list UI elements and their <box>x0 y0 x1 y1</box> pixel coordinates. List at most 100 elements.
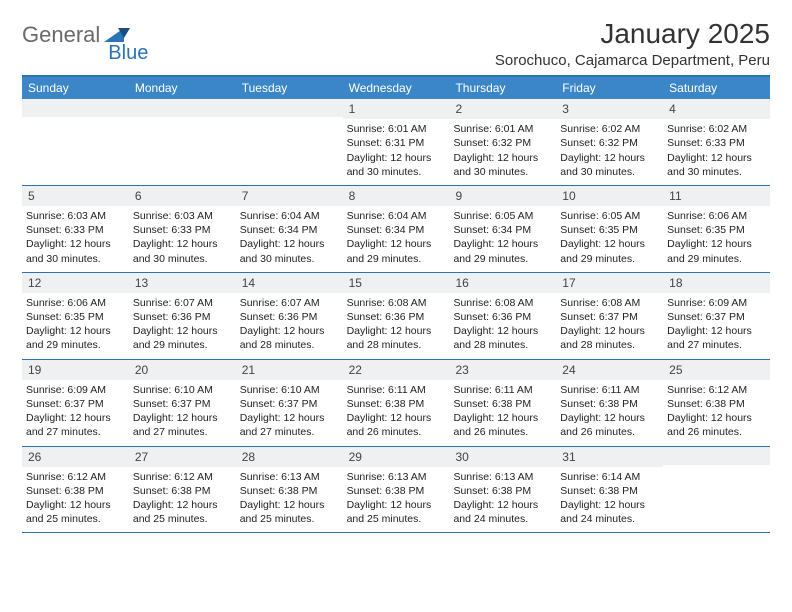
sunset-text: Sunset: 6:36 PM <box>133 310 232 324</box>
sunrise-text: Sunrise: 6:14 AM <box>560 470 659 484</box>
day-number: 22 <box>343 360 450 380</box>
day-cell: 31Sunrise: 6:14 AMSunset: 6:38 PMDayligh… <box>556 447 663 533</box>
sunrise-text: Sunrise: 6:09 AM <box>26 383 125 397</box>
sunset-text: Sunset: 6:31 PM <box>347 136 446 150</box>
sunrise-text: Sunrise: 6:13 AM <box>453 470 552 484</box>
day-cell: 5Sunrise: 6:03 AMSunset: 6:33 PMDaylight… <box>22 186 129 272</box>
sunrise-text: Sunrise: 6:01 AM <box>347 122 446 136</box>
sunrise-text: Sunrise: 6:08 AM <box>347 296 446 310</box>
day-number: 27 <box>129 447 236 467</box>
day-cell <box>663 447 770 533</box>
daylight-text: Daylight: 12 hours and 24 minutes. <box>453 498 552 526</box>
weekday-header: Thursday <box>449 77 556 99</box>
sunrise-text: Sunrise: 6:12 AM <box>26 470 125 484</box>
sunrise-text: Sunrise: 6:08 AM <box>453 296 552 310</box>
brand-logo: General Blue <box>22 18 148 65</box>
weekday-header: Friday <box>556 77 663 99</box>
sunrise-text: Sunrise: 6:06 AM <box>667 209 766 223</box>
day-cell: 18Sunrise: 6:09 AMSunset: 6:37 PMDayligh… <box>663 273 770 359</box>
daylight-text: Daylight: 12 hours and 29 minutes. <box>26 324 125 352</box>
day-cell: 22Sunrise: 6:11 AMSunset: 6:38 PMDayligh… <box>343 360 450 446</box>
weekday-header: Wednesday <box>343 77 450 99</box>
daylight-text: Daylight: 12 hours and 24 minutes. <box>560 498 659 526</box>
weekday-header: Tuesday <box>236 77 343 99</box>
day-cell: 29Sunrise: 6:13 AMSunset: 6:38 PMDayligh… <box>343 447 450 533</box>
sunrise-text: Sunrise: 6:10 AM <box>133 383 232 397</box>
daylight-text: Daylight: 12 hours and 25 minutes. <box>347 498 446 526</box>
daylight-text: Daylight: 12 hours and 29 minutes. <box>560 237 659 265</box>
sunrise-text: Sunrise: 6:02 AM <box>560 122 659 136</box>
sunrise-text: Sunrise: 6:04 AM <box>240 209 339 223</box>
day-cell: 20Sunrise: 6:10 AMSunset: 6:37 PMDayligh… <box>129 360 236 446</box>
day-number: 13 <box>129 273 236 293</box>
day-cell <box>236 99 343 185</box>
day-cell: 16Sunrise: 6:08 AMSunset: 6:36 PMDayligh… <box>449 273 556 359</box>
month-title: January 2025 <box>495 18 770 50</box>
calendar-page: General Blue January 2025 Sorochuco, Caj… <box>0 0 792 545</box>
day-cell: 15 Sunrise: 6:08 AMSunset: 6:36 PMDayligh… <box>343 273 450 359</box>
sunrise-text: Sunrise: 6:03 AM <box>133 209 232 223</box>
daylight-text: Daylight: 12 hours and 28 minutes. <box>453 324 552 352</box>
sunset-text: Sunset: 6:36 PM <box>240 310 339 324</box>
sunset-text: Sunset: 6:38 PM <box>667 397 766 411</box>
sunset-text: Sunset: 6:33 PM <box>133 223 232 237</box>
brand-part2: Blue <box>108 42 148 65</box>
day-number: 15 <box>343 273 450 293</box>
daylight-text: Daylight: 12 hours and 27 minutes. <box>26 411 125 439</box>
daylight-text: Daylight: 12 hours and 30 minutes. <box>26 237 125 265</box>
sunrise-text: Sunrise: 6:13 AM <box>240 470 339 484</box>
week-row: 1Sunrise: 6:01 AMSunset: 6:31 PMDaylight… <box>22 99 770 186</box>
day-cell: 9Sunrise: 6:05 AMSunset: 6:34 PMDaylight… <box>449 186 556 272</box>
sunrise-text: Sunrise: 6:12 AM <box>667 383 766 397</box>
day-cell: 1Sunrise: 6:01 AMSunset: 6:31 PMDaylight… <box>343 99 450 185</box>
daylight-text: Daylight: 12 hours and 30 minutes. <box>240 237 339 265</box>
weeks-container: 1Sunrise: 6:01 AMSunset: 6:31 PMDaylight… <box>22 99 770 533</box>
daylight-text: Daylight: 12 hours and 30 minutes. <box>667 151 766 179</box>
day-number <box>22 99 129 117</box>
sunset-text: Sunset: 6:34 PM <box>240 223 339 237</box>
sunset-text: Sunset: 6:36 PM <box>347 310 446 324</box>
week-row: 5Sunrise: 6:03 AMSunset: 6:33 PMDaylight… <box>22 186 770 273</box>
day-cell: 21Sunrise: 6:10 AMSunset: 6:37 PMDayligh… <box>236 360 343 446</box>
sunset-text: Sunset: 6:37 PM <box>560 310 659 324</box>
calendar-grid: Sunday Monday Tuesday Wednesday Thursday… <box>22 75 770 533</box>
daylight-text: Daylight: 12 hours and 29 minutes. <box>667 237 766 265</box>
sunset-text: Sunset: 6:38 PM <box>453 484 552 498</box>
sunset-text: Sunset: 6:38 PM <box>133 484 232 498</box>
daylight-text: Daylight: 12 hours and 28 minutes. <box>240 324 339 352</box>
sunset-text: Sunset: 6:34 PM <box>347 223 446 237</box>
day-cell: 28Sunrise: 6:13 AMSunset: 6:38 PMDayligh… <box>236 447 343 533</box>
day-number: 6 <box>129 186 236 206</box>
daylight-text: Daylight: 12 hours and 25 minutes. <box>240 498 339 526</box>
sunset-text: Sunset: 6:37 PM <box>133 397 232 411</box>
sunset-text: Sunset: 6:37 PM <box>240 397 339 411</box>
day-number: 14 <box>236 273 343 293</box>
day-number: 20 <box>129 360 236 380</box>
daylight-text: Daylight: 12 hours and 29 minutes. <box>453 237 552 265</box>
day-cell: 2Sunrise: 6:01 AMSunset: 6:32 PMDaylight… <box>449 99 556 185</box>
day-cell: 13Sunrise: 6:07 AMSunset: 6:36 PMDayligh… <box>129 273 236 359</box>
sunset-text: Sunset: 6:37 PM <box>667 310 766 324</box>
day-cell: 26Sunrise: 6:12 AMSunset: 6:38 PMDayligh… <box>22 447 129 533</box>
day-cell: 4Sunrise: 6:02 AMSunset: 6:33 PMDaylight… <box>663 99 770 185</box>
day-number: 8 <box>343 186 450 206</box>
day-cell: 25Sunrise: 6:12 AMSunset: 6:38 PMDayligh… <box>663 360 770 446</box>
week-row: 19Sunrise: 6:09 AMSunset: 6:37 PMDayligh… <box>22 360 770 447</box>
sunset-text: Sunset: 6:38 PM <box>347 484 446 498</box>
day-number: 30 <box>449 447 556 467</box>
sunrise-text: Sunrise: 6:07 AM <box>240 296 339 310</box>
day-number: 28 <box>236 447 343 467</box>
sunset-text: Sunset: 6:35 PM <box>560 223 659 237</box>
day-number: 21 <box>236 360 343 380</box>
sunrise-text: Sunrise: 6:13 AM <box>347 470 446 484</box>
sunrise-text: Sunrise: 6:06 AM <box>26 296 125 310</box>
sunrise-text: Sunrise: 6:07 AM <box>133 296 232 310</box>
daylight-text: Daylight: 12 hours and 28 minutes. <box>347 324 446 352</box>
daylight-text: Daylight: 12 hours and 26 minutes. <box>667 411 766 439</box>
daylight-text: Daylight: 12 hours and 30 minutes. <box>453 151 552 179</box>
day-number: 4 <box>663 99 770 119</box>
sunrise-text: Sunrise: 6:08 AM <box>560 296 659 310</box>
day-cell: 12Sunrise: 6:06 AMSunset: 6:35 PMDayligh… <box>22 273 129 359</box>
day-cell: 24Sunrise: 6:11 AMSunset: 6:38 PMDayligh… <box>556 360 663 446</box>
sunset-text: Sunset: 6:32 PM <box>560 136 659 150</box>
